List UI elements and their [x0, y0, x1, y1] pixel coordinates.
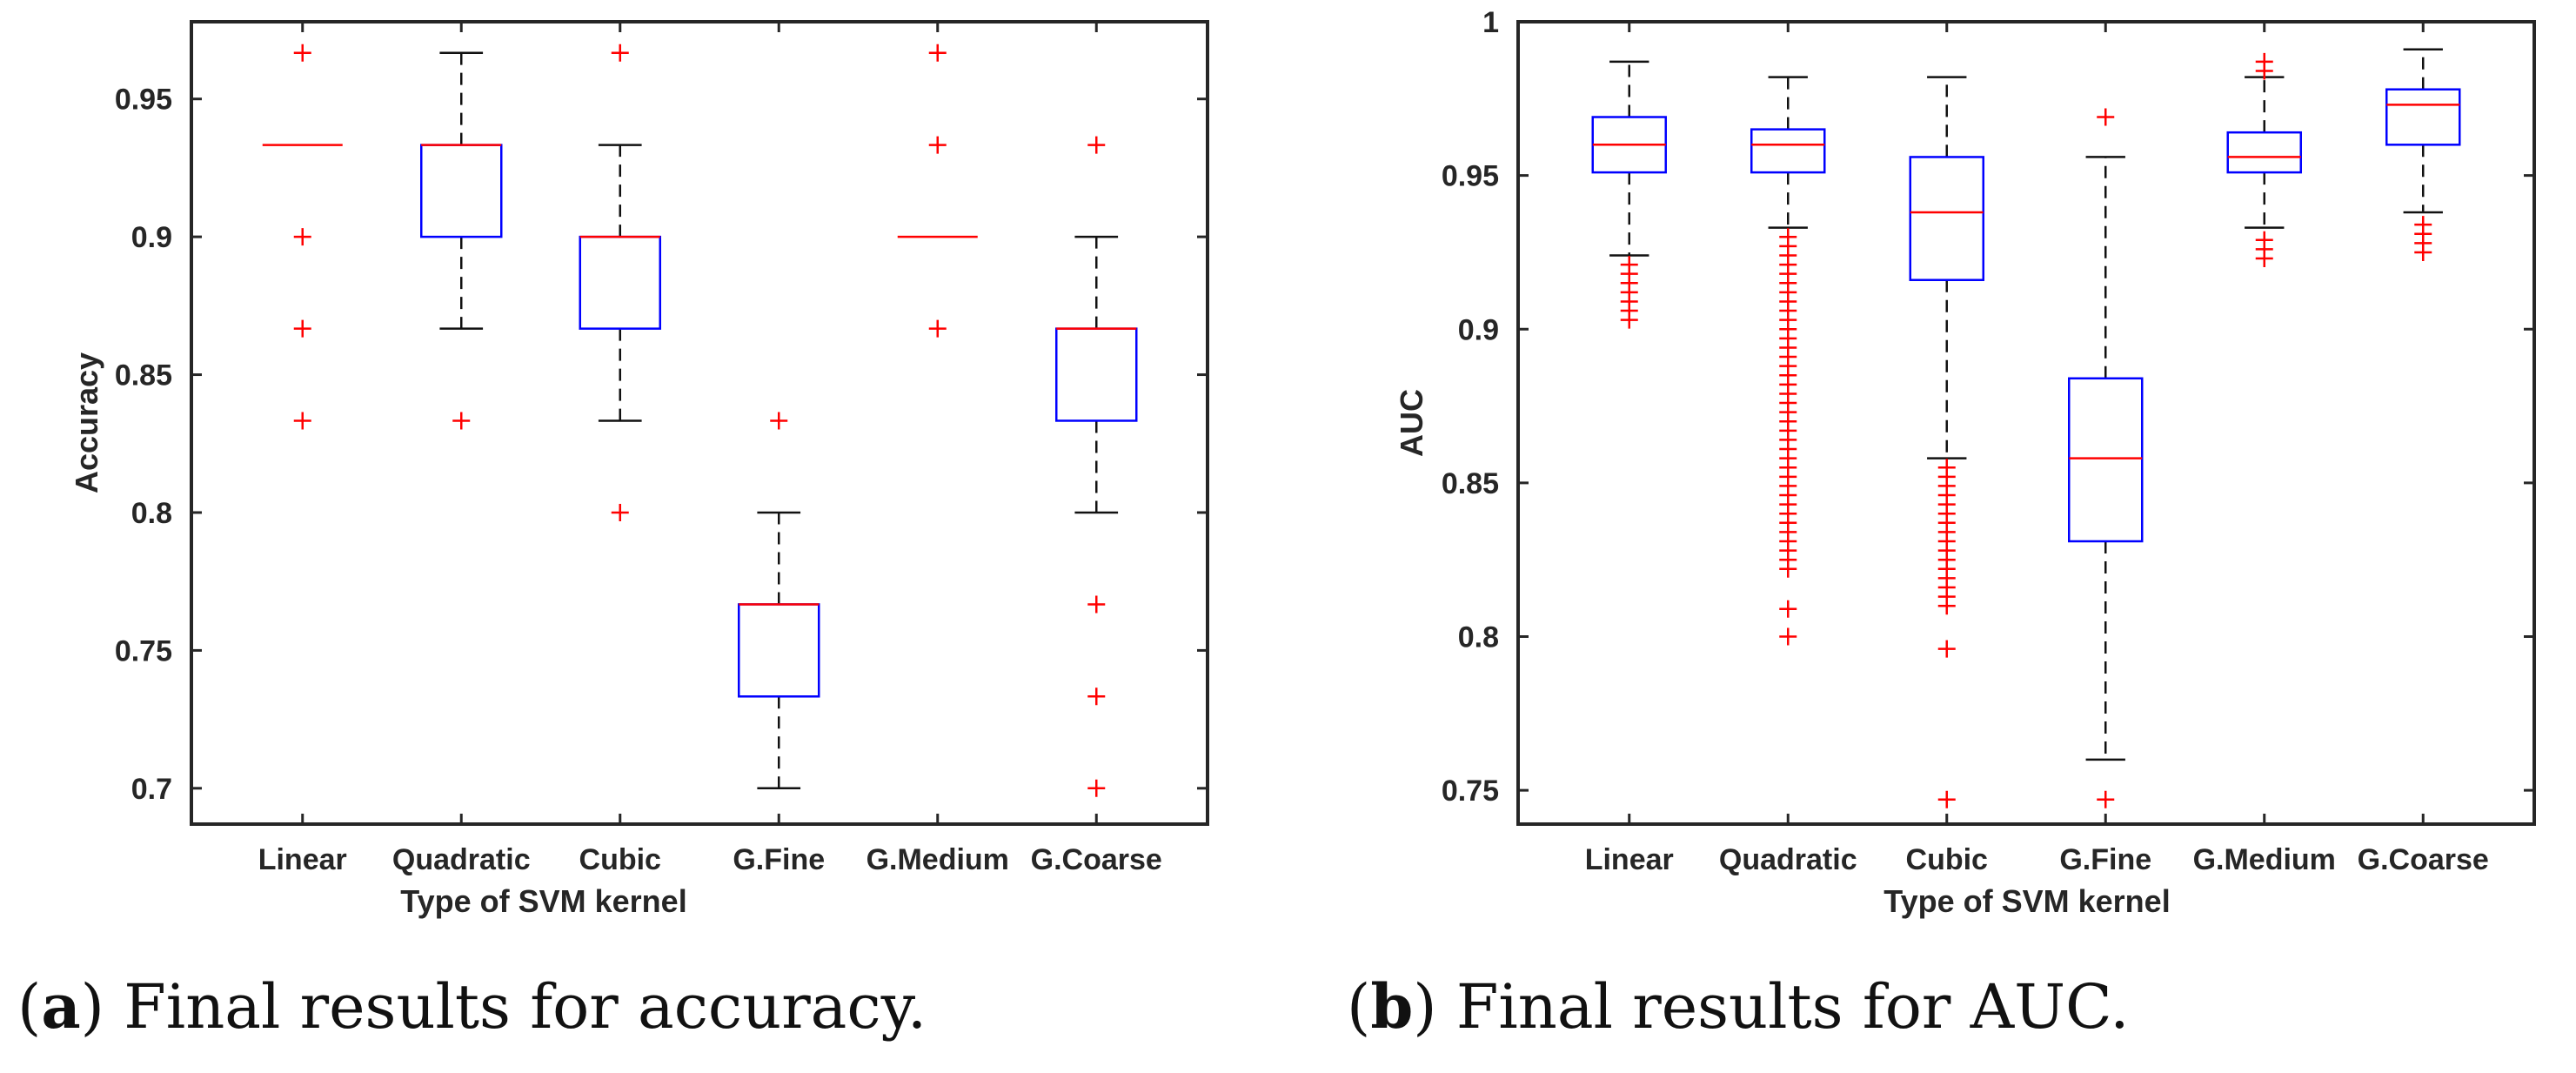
x-tick-label: G.Coarse: [1031, 843, 1162, 876]
y-axis-label: AUC: [1394, 389, 1429, 457]
outlier-marker: [2097, 108, 2115, 126]
y-tick-label: 1: [1482, 6, 1499, 39]
outlier-marker: [1087, 687, 1106, 706]
y-axis-label: Accuracy: [69, 352, 104, 493]
outlier-marker: [928, 44, 947, 62]
outlier-marker: [2414, 243, 2432, 261]
outlier-marker: [1620, 311, 1638, 329]
outlier-marker: [1087, 595, 1106, 614]
box-plots: [1591, 48, 2461, 808]
y-tick-label: 0.75: [1442, 775, 1499, 808]
box-gcoarse: [1055, 136, 1138, 797]
x-axis: Linear Quadratic Cubic G.Fine G.Medium G.Coar…: [258, 22, 1162, 876]
x-tick-label: G.Medium: [866, 843, 1009, 876]
outlier-marker: [1779, 600, 1797, 618]
x-tick-label: Linear: [1585, 843, 1674, 876]
outlier-marker: [2097, 790, 2115, 808]
y-axis: 0.7 0.75 0.8 0.85 0.9 0.95: [115, 84, 1208, 806]
panel-b-auc-chart: 0.75 0.8 0.85 0.9 0.95 1 Linear Quadratic Cubic…: [1394, 6, 2536, 919]
y-tick-label: 0.9: [1458, 313, 1499, 346]
x-tick-label: Quadratic: [392, 843, 531, 876]
box-gmedium: [2226, 52, 2302, 268]
outlier-marker: [1779, 627, 1797, 646]
plot-frame: [190, 20, 1209, 826]
outlier-marker: [770, 412, 788, 430]
plot-frame: [1516, 20, 2536, 826]
caption-text: Final results for accuracy.: [124, 971, 927, 1043]
caption-text: Final results for AUC.: [1455, 971, 2130, 1043]
y-tick-label: 0.9: [131, 221, 172, 254]
outlier-marker: [2255, 62, 2273, 80]
outlier-marker: [293, 44, 311, 62]
box-gmedium: [897, 44, 978, 338]
y-tick-label: 0.8: [1458, 621, 1499, 654]
outlier-marker: [1087, 136, 1106, 154]
iqr-box: [2068, 377, 2144, 543]
x-axis-label: Type of SVM kernel: [400, 883, 686, 919]
caption-letter: b: [1370, 970, 1414, 1043]
caption-a: (a) Final results for accuracy.: [17, 970, 927, 1043]
caption-letter: a: [41, 970, 81, 1043]
x-axis-label: Type of SVM kernel: [1883, 883, 2170, 919]
outlier-marker: [293, 228, 311, 246]
box-quadratic: [1750, 76, 1826, 646]
iqr-box: [1909, 156, 1984, 281]
y-tick-label: 0.7: [131, 773, 172, 806]
y-tick-label: 0.8: [131, 497, 172, 530]
box-cubic: [579, 44, 661, 521]
x-tick-label: Quadratic: [1719, 843, 1857, 876]
y-tick-label: 0.95: [1442, 160, 1499, 193]
y-tick-label: 0.85: [115, 359, 172, 392]
box-linear: [1591, 60, 1667, 329]
outlier-marker: [611, 503, 629, 521]
outlier-marker: [1087, 779, 1106, 797]
box-gcoarse: [2385, 48, 2461, 261]
outlier-marker: [1937, 640, 1956, 658]
box-linear: [262, 44, 343, 430]
outlier-marker: [452, 412, 471, 430]
x-axis: Linear Quadratic Cubic G.Fine G.Medium G.Coar…: [1585, 22, 2489, 876]
outlier-marker: [611, 44, 629, 62]
x-tick-label: G.Medium: [2193, 843, 2336, 876]
box-plots: [262, 44, 1138, 797]
x-tick-label: G.Fine: [733, 843, 825, 876]
outlier-marker: [1779, 560, 1797, 578]
box-gfine: [2068, 108, 2144, 808]
x-tick-label: Cubic: [579, 843, 661, 876]
outlier-marker: [928, 319, 947, 338]
outlier-marker: [1937, 790, 1956, 808]
outlier-marker: [2255, 250, 2273, 268]
caption-b: (b) Final results for AUC.: [1347, 970, 2130, 1043]
y-axis: 0.75 0.8 0.85 0.9 0.95 1: [1442, 6, 2534, 808]
iqr-box: [2385, 88, 2461, 146]
panel-a-accuracy-chart: 0.7 0.75 0.8 0.85 0.9 0.95 Linear Quadratic Cub…: [69, 20, 1209, 919]
iqr-box: [1750, 128, 1826, 174]
box-quadratic: [420, 51, 503, 430]
y-tick-label: 0.95: [115, 84, 172, 117]
x-tick-label: Cubic: [1906, 843, 1988, 876]
outlier-marker: [1937, 597, 1956, 615]
iqr-box: [2226, 131, 2302, 174]
y-tick-label: 0.75: [115, 634, 172, 667]
outlier-marker: [293, 319, 311, 338]
y-tick-label: 0.85: [1442, 467, 1499, 500]
outlier-marker: [293, 412, 311, 430]
outlier-marker: [928, 136, 947, 154]
box-gfine: [738, 412, 820, 790]
x-tick-label: G.Fine: [2059, 843, 2151, 876]
x-tick-label: Linear: [258, 843, 347, 876]
x-tick-label: G.Coarse: [2358, 843, 2489, 876]
box-cubic: [1909, 76, 1984, 808]
